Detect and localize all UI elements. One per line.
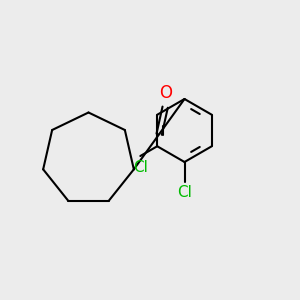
Text: O: O: [159, 84, 172, 102]
Text: Cl: Cl: [177, 185, 192, 200]
Text: Cl: Cl: [133, 160, 148, 175]
